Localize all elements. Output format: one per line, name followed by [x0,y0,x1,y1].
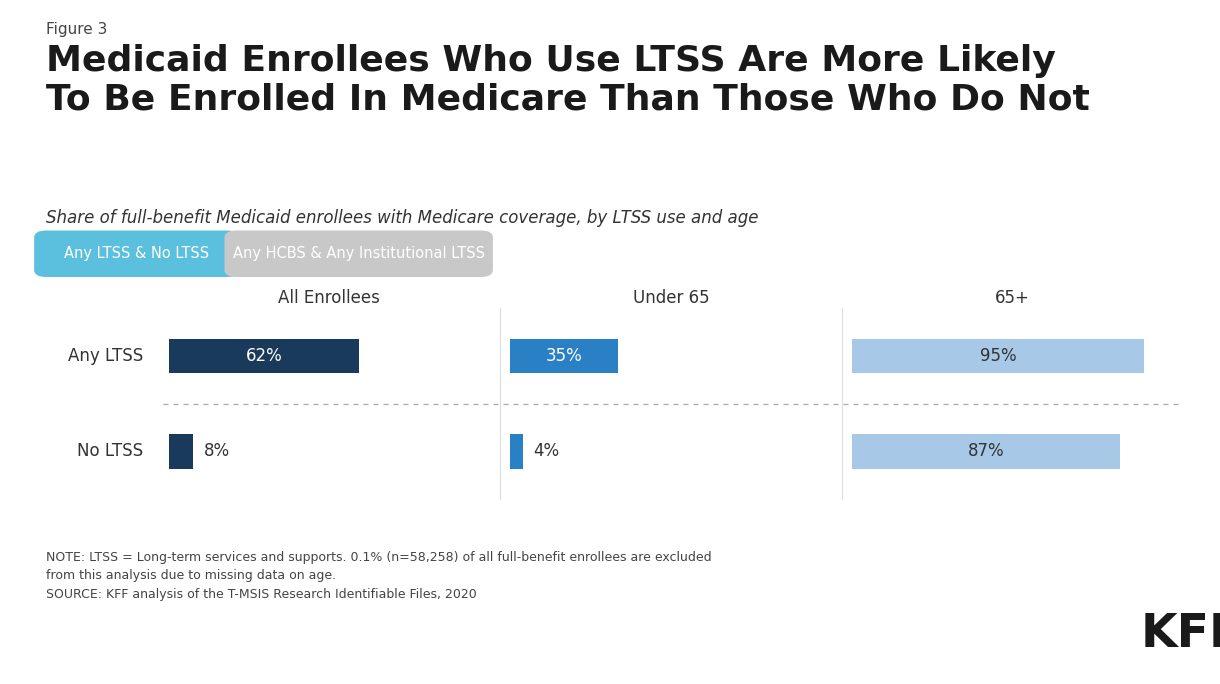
Text: Any HCBS & Any Institutional LTSS: Any HCBS & Any Institutional LTSS [233,246,484,261]
Text: 95%: 95% [980,347,1016,365]
FancyBboxPatch shape [224,231,493,277]
Text: No LTSS: No LTSS [77,443,143,460]
FancyBboxPatch shape [510,434,522,469]
Text: 65+: 65+ [996,289,1030,306]
Text: Any LTSS & No LTSS: Any LTSS & No LTSS [65,246,209,261]
Text: Any LTSS: Any LTSS [68,347,143,365]
Text: 35%: 35% [545,347,583,365]
Text: Medicaid Enrollees Who Use LTSS Are More Likely
To Be Enrolled In Medicare Than : Medicaid Enrollees Who Use LTSS Are More… [46,44,1091,116]
FancyBboxPatch shape [510,339,619,373]
FancyBboxPatch shape [168,339,360,373]
Text: Figure 3: Figure 3 [46,22,107,37]
FancyBboxPatch shape [852,339,1144,373]
Text: 4%: 4% [533,443,559,460]
Text: All Enrollees: All Enrollees [278,289,381,306]
Text: 62%: 62% [245,347,283,365]
FancyBboxPatch shape [852,434,1120,469]
Text: Share of full-benefit Medicaid enrollees with Medicare coverage, by LTSS use and: Share of full-benefit Medicaid enrollees… [46,209,759,226]
Text: NOTE: LTSS = Long-term services and supports. 0.1% (n=58,258) of all full-benefi: NOTE: LTSS = Long-term services and supp… [46,551,712,601]
FancyBboxPatch shape [34,231,239,277]
Text: 87%: 87% [967,443,1004,460]
Text: 8%: 8% [204,443,229,460]
Text: KFF: KFF [1141,611,1220,657]
FancyBboxPatch shape [168,434,194,469]
Text: Under 65: Under 65 [633,289,709,306]
